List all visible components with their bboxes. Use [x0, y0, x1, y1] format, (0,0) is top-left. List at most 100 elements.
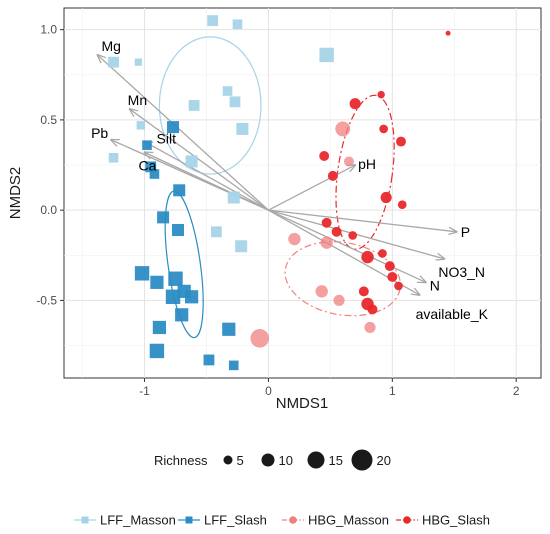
point-hbg-slash — [327, 170, 338, 181]
point-hbg-slash — [379, 124, 388, 134]
point-lff-slash — [150, 275, 164, 289]
vector-n — [268, 209, 425, 282]
point-hbg-masson — [344, 156, 354, 167]
vector-ca — [145, 152, 269, 211]
richness-key-20 — [351, 449, 373, 471]
point-hbg-slash — [397, 200, 407, 210]
vector-p — [268, 209, 456, 232]
point-lff-slash — [185, 290, 199, 304]
point-lff-masson — [108, 153, 119, 163]
point-lff-masson — [229, 96, 241, 108]
richness-key-10 — [261, 453, 275, 467]
point-lff-slash — [228, 360, 239, 371]
point-lff-masson — [319, 47, 334, 63]
point-hbg-masson — [320, 236, 333, 249]
legend-label-hbg-masson: HBG_Masson — [308, 513, 389, 528]
point-hbg-slash — [358, 286, 369, 297]
point-hbg-masson — [364, 321, 376, 334]
point-hbg-slash — [331, 226, 342, 237]
x-tick-label: -1 — [139, 384, 150, 398]
point-hbg-slash — [384, 261, 395, 272]
y-axis-title: NMDS2 — [7, 167, 24, 220]
point-lff-slash — [149, 343, 165, 359]
point-hbg-masson — [250, 328, 270, 348]
y-tick-label: 0.0 — [40, 203, 57, 217]
point-hbg-slash — [394, 281, 403, 291]
legend-marker-hbg-masson — [289, 516, 297, 524]
vector-label-ph: pH — [358, 156, 376, 172]
vector-label-no3-n: NO3_N — [438, 264, 485, 280]
point-lff-masson — [134, 58, 142, 66]
point-lff-masson — [108, 56, 119, 68]
point-lff-slash — [175, 308, 189, 322]
vector-mg — [97, 55, 269, 211]
legend-marker-hbg-slash — [403, 516, 411, 524]
grid-lines — [64, 8, 541, 378]
vector-ph — [268, 165, 355, 211]
point-hbg-slash — [387, 271, 398, 282]
vector-label-silt: Silt — [157, 131, 177, 147]
point-lff-slash — [152, 320, 166, 335]
x-tick-label: 2 — [513, 384, 520, 398]
point-lff-masson — [227, 191, 240, 204]
group-legend: LFF_Masson LFF_Slash HBG_Masson HBG_Slash — [74, 513, 490, 528]
y-tick-label: -0.5 — [36, 293, 57, 307]
legend-marker-lff-slash — [185, 516, 193, 524]
point-hbg-masson — [315, 285, 328, 298]
point-lff-slash — [167, 121, 180, 134]
point-lff-slash — [142, 140, 152, 150]
point-hbg-masson — [335, 121, 351, 137]
richness-key-label: 10 — [279, 453, 293, 468]
vector-label-ca: Ca — [139, 157, 157, 173]
x-tick-label: 1 — [389, 384, 396, 398]
vector-silt — [145, 142, 269, 211]
point-hbg-slash — [445, 30, 451, 36]
point-lff-slash — [203, 354, 215, 366]
vector-label-mg: Mg — [101, 38, 120, 54]
ellipse-lff-masson — [158, 36, 262, 175]
x-tick-label: 0 — [265, 384, 272, 398]
point-lff-slash — [165, 289, 181, 304]
point-hbg-masson — [333, 294, 345, 306]
point-lff-slash — [134, 266, 150, 281]
point-lff-masson — [136, 121, 146, 130]
vector-label-pb: Pb — [91, 125, 108, 141]
vector-mn — [130, 109, 269, 211]
richness-legend: Richness 5 10 15 20 — [154, 449, 391, 471]
point-lff-masson — [185, 155, 198, 168]
point-lff-masson — [232, 19, 243, 30]
vector-label-n: N — [430, 277, 440, 293]
point-lff-slash — [149, 169, 160, 179]
vector-label-mn: Mn — [128, 92, 147, 108]
point-lff-masson — [222, 86, 233, 96]
x-axis-title: NMDS1 — [276, 395, 329, 412]
richness-key-label: 15 — [329, 453, 343, 468]
richness-key-15 — [307, 451, 325, 469]
point-hbg-slash — [348, 231, 358, 240]
point-lff-masson — [210, 226, 222, 238]
environmental-vectors — [97, 55, 456, 295]
point-lff-masson — [235, 240, 248, 253]
vector-label-available-k: available_K — [416, 306, 489, 322]
point-lff-slash — [171, 224, 184, 236]
point-hbg-slash — [396, 136, 406, 147]
axis-ticks: -1 0 1 2 -0.5 0.0 0.5 1.0 — [36, 23, 520, 398]
point-hbg-slash — [349, 98, 361, 110]
point-lff-masson — [236, 122, 249, 135]
point-lff-slash — [173, 184, 186, 197]
point-hbg-slash — [378, 249, 387, 258]
legend-marker-lff-masson — [81, 516, 89, 524]
point-lff-slash — [145, 161, 157, 173]
richness-key-label: 5 — [237, 453, 244, 468]
point-lff-masson — [188, 100, 200, 111]
point-hbg-slash — [321, 217, 332, 228]
y-tick-label: 0.5 — [40, 113, 57, 127]
legend-label-lff-slash: LFF_Slash — [204, 513, 267, 528]
ellipse-hbg-slash — [335, 94, 395, 250]
point-hbg-masson — [288, 232, 301, 246]
vector-label-p: P — [461, 224, 470, 240]
point-lff-masson — [207, 15, 219, 27]
legend-label-lff-masson: LFF_Masson — [100, 513, 176, 528]
